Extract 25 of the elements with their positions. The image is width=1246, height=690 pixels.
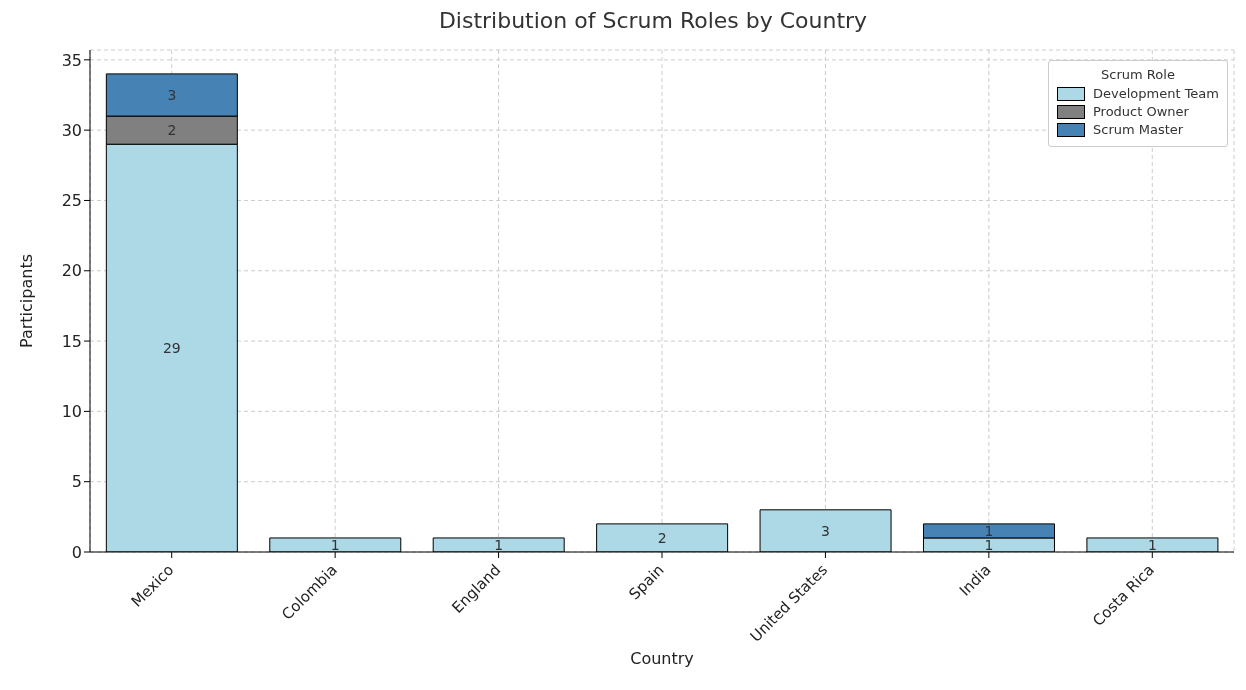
y-tick-label: 10 (61, 402, 82, 422)
y-tick-label: 35 (61, 50, 82, 70)
y-tick-label: 30 (61, 120, 82, 140)
data-label: 1 (330, 536, 340, 553)
data-label: 3 (821, 522, 831, 539)
y-tick-label: 25 (61, 191, 82, 211)
data-label: 1 (984, 522, 994, 539)
y-axis-title: Participants (16, 254, 36, 348)
legend-label: Scrum Master (1092, 122, 1184, 137)
legend-title: Scrum Role (1100, 67, 1176, 82)
data-label: 1 (494, 536, 504, 553)
data-label: 1 (1147, 536, 1157, 553)
legend-label: Product Owner (1092, 104, 1189, 119)
chart-title: Distribution of Scrum Roles by Country (437, 8, 869, 35)
y-tick-label: 15 (61, 331, 82, 351)
y-tick-label: 20 (61, 261, 82, 281)
legend-label: Development Team (1092, 86, 1219, 101)
y-tick-label: 5 (71, 472, 82, 492)
data-label: 3 (167, 86, 177, 103)
data-label: 2 (167, 122, 177, 139)
x-axis-title: Country (630, 649, 694, 668)
data-label: 29 (162, 340, 181, 357)
data-label: 1 (984, 536, 994, 553)
data-label: 2 (657, 529, 667, 546)
y-tick-label: 0 (71, 542, 82, 562)
